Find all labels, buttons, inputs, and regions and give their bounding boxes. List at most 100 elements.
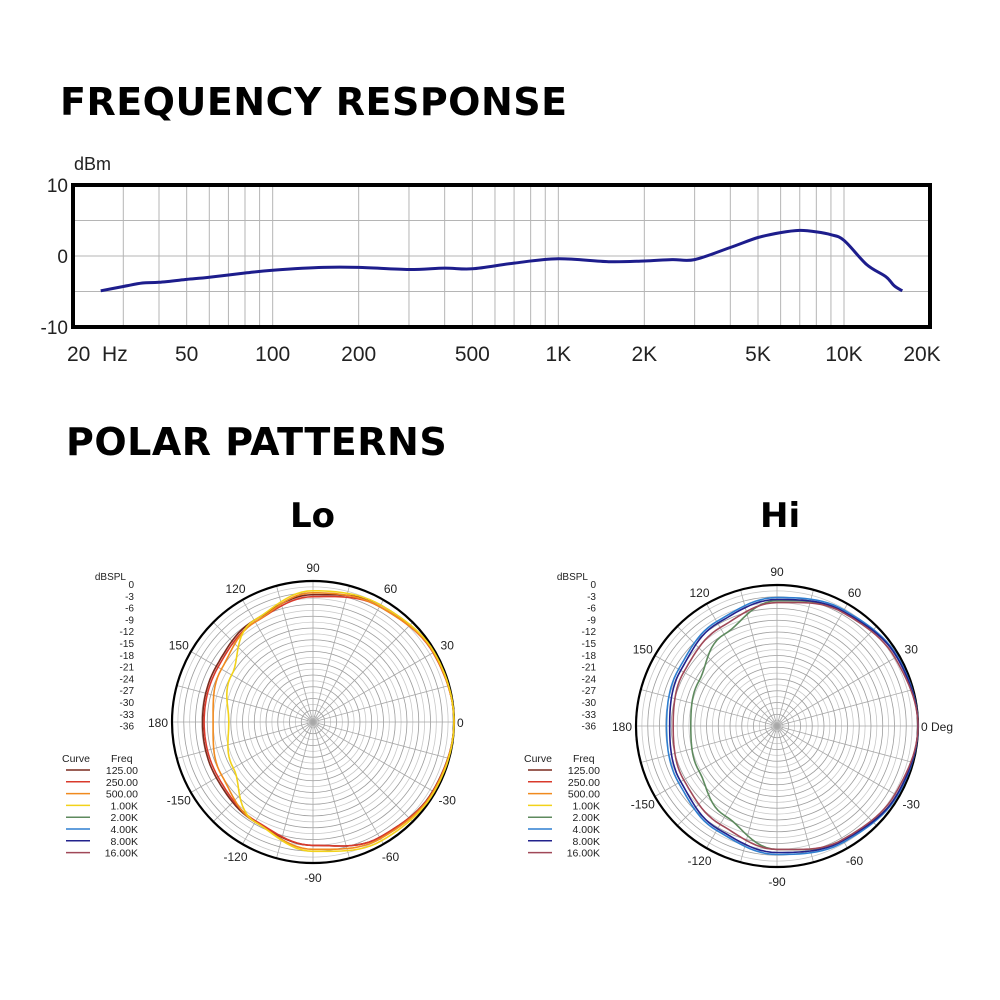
polar-spoke xyxy=(776,725,900,797)
polar-spoke xyxy=(776,626,877,727)
polar-spoke xyxy=(312,721,450,759)
lo-curve-1.00K xyxy=(225,589,455,853)
polar-spoke xyxy=(312,599,384,723)
angle-label: 60 xyxy=(848,586,862,600)
angle-label: 180 xyxy=(612,720,632,734)
r-tick-label: -15 xyxy=(120,639,135,650)
x-tick-label: 200 xyxy=(341,343,376,366)
polar-spoke xyxy=(242,721,314,845)
r-tick-label: -12 xyxy=(582,627,597,638)
angle-label: 0 Deg xyxy=(921,720,953,734)
y-tick-label: -10 xyxy=(41,318,68,339)
y-tick-label: 0 xyxy=(57,247,68,268)
legend-label: 4.00K xyxy=(111,824,138,836)
y-axis-label: dBm xyxy=(74,154,111,174)
polar-spoke xyxy=(276,721,314,859)
polar-spoke xyxy=(776,725,877,826)
polar-spoke xyxy=(176,721,314,759)
polar-spoke xyxy=(706,725,778,849)
legend-label: 125.00 xyxy=(106,765,138,777)
r-tick-label: -12 xyxy=(120,627,135,638)
polar-spoke xyxy=(776,689,914,727)
angle-label: -90 xyxy=(768,875,786,889)
r-tick-label: -21 xyxy=(582,663,597,674)
hi-polar-title: Hi xyxy=(760,496,801,536)
polar-spoke xyxy=(740,589,778,727)
angle-label: 60 xyxy=(384,582,398,596)
r-tick-label: -33 xyxy=(120,710,135,721)
angle-label: 30 xyxy=(905,643,919,657)
angle-label: 150 xyxy=(169,639,189,653)
r-tick-label: -9 xyxy=(125,615,134,626)
legend-header-freq: Freq xyxy=(111,753,133,765)
response-curve xyxy=(100,228,904,293)
angle-label: 150 xyxy=(633,643,653,657)
legend-label: 16.00K xyxy=(105,848,138,860)
r-tick-label: -27 xyxy=(582,686,597,697)
angle-label: -150 xyxy=(631,798,655,812)
r-tick-label: -36 xyxy=(120,722,135,733)
legend-label: 500.00 xyxy=(106,789,138,801)
polar-spoke xyxy=(654,725,778,797)
polar-patterns-title: POLAR PATTERNS xyxy=(66,420,448,464)
legend-label: 1.00K xyxy=(573,800,600,812)
angle-label: 120 xyxy=(689,586,709,600)
r-axis-label: dBSPL xyxy=(95,572,127,583)
x-tick-label: 2K xyxy=(631,343,657,366)
x-tick-label: 10K xyxy=(825,343,862,366)
legend-label: 8.00K xyxy=(111,836,138,848)
lo-polar-title: Lo xyxy=(290,496,336,536)
angle-label: -120 xyxy=(687,854,711,868)
x-tick-label: 1K xyxy=(545,343,571,366)
r-tick-label: -30 xyxy=(582,698,597,709)
legend-label: 125.00 xyxy=(568,765,600,777)
angle-label: -60 xyxy=(382,850,400,864)
polar-spoke xyxy=(312,622,413,723)
legend-header-curve: Curve xyxy=(524,753,552,765)
r-tick-label: -24 xyxy=(582,674,597,685)
legend-header-curve: Curve xyxy=(62,753,90,765)
polar-spoke xyxy=(654,655,778,727)
polar-spoke xyxy=(190,651,314,723)
angle-label: -90 xyxy=(304,871,322,885)
angle-label: -60 xyxy=(846,854,864,868)
r-tick-label: -27 xyxy=(120,686,135,697)
legend-label: 8.00K xyxy=(573,836,600,848)
polar-spoke xyxy=(640,725,778,763)
polar-spoke xyxy=(677,626,778,727)
x-tick-label: 20 Hz xyxy=(67,343,128,366)
y-tick-label: 10 xyxy=(47,176,68,197)
r-tick-label: -3 xyxy=(587,592,596,603)
polar-spoke xyxy=(176,685,314,723)
polar-spoke xyxy=(740,725,778,863)
polar-spoke xyxy=(776,725,848,849)
polar-spoke xyxy=(776,589,814,727)
polar-spoke xyxy=(276,585,314,723)
hi-curve-16.00K xyxy=(672,601,919,851)
polar-spoke xyxy=(312,651,436,723)
angle-label: -30 xyxy=(903,798,921,812)
r-tick-label: -18 xyxy=(120,651,135,662)
r-tick-label: -6 xyxy=(587,604,596,615)
plot-frame xyxy=(71,183,932,329)
r-axis-label: dBSPL xyxy=(557,572,589,583)
r-tick-label: -30 xyxy=(120,698,135,709)
polar-spoke xyxy=(776,725,914,763)
legend-label: 1.00K xyxy=(111,800,138,812)
r-tick-label: -3 xyxy=(125,592,134,603)
r-tick-label: -15 xyxy=(582,639,597,650)
lo-polar-chart: 9060300-30-60-90-120-150180150120dBSPL0-… xyxy=(62,561,464,885)
angle-label: -150 xyxy=(167,794,191,808)
r-tick-label: -21 xyxy=(120,663,135,674)
polar-spoke xyxy=(213,721,314,822)
polar-spoke xyxy=(312,685,450,723)
r-tick-label: -9 xyxy=(587,615,596,626)
hi-curve-4.00K xyxy=(665,596,919,856)
polar-spoke xyxy=(776,725,814,863)
hi-curve-8.00K xyxy=(668,598,919,854)
legend-header-freq: Freq xyxy=(573,753,595,765)
angle-label: 30 xyxy=(441,639,455,653)
polar-spoke xyxy=(640,689,778,727)
lo-curve-500.00 xyxy=(212,591,455,851)
